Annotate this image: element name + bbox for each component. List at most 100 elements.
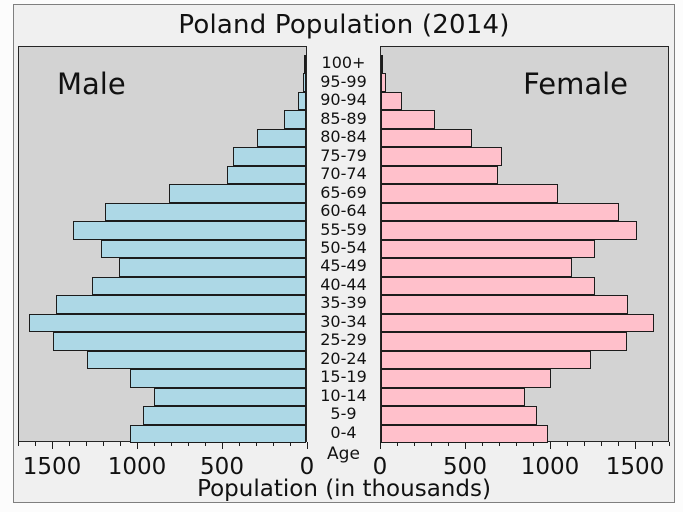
male-x-tick-label: 1000 bbox=[107, 454, 167, 480]
male-x-tick bbox=[69, 442, 70, 446]
female-bar-100+ bbox=[381, 55, 383, 74]
age-tick-label: 15-19 bbox=[320, 367, 367, 387]
male-bar-90-94 bbox=[298, 91, 306, 111]
male-panel: Male bbox=[18, 46, 307, 443]
male-x-tick bbox=[103, 442, 104, 446]
female-x-tick-label: 500 bbox=[443, 454, 487, 480]
male-x-tick bbox=[18, 442, 19, 446]
female-x-tick bbox=[584, 442, 585, 446]
male-bar-20-24 bbox=[86, 350, 306, 370]
age-tick-label: 35-39 bbox=[320, 293, 367, 313]
female-bar-50-54 bbox=[381, 239, 596, 259]
male-x-tick bbox=[86, 442, 87, 446]
female-bar-10-14 bbox=[381, 387, 526, 407]
male-x-tick bbox=[35, 442, 36, 446]
age-tick-label: 5-9 bbox=[330, 404, 357, 424]
age-tick-label: 60-64 bbox=[320, 201, 367, 221]
male-bars-layer bbox=[19, 55, 306, 443]
male-bar-100+ bbox=[304, 55, 306, 74]
female-x-tick bbox=[380, 442, 381, 449]
female-bar-95-99 bbox=[381, 73, 387, 92]
male-x-tick bbox=[171, 442, 172, 446]
male-x-tick bbox=[137, 442, 138, 449]
male-bar-15-19 bbox=[129, 369, 306, 388]
male-bar-10-14 bbox=[154, 387, 306, 407]
female-bar-40-44 bbox=[381, 276, 595, 296]
age-tick-label: 100+ bbox=[321, 53, 366, 73]
male-bar-80-84 bbox=[257, 128, 306, 148]
male-x-tick bbox=[120, 442, 121, 446]
age-tick-label: 20-24 bbox=[320, 348, 367, 368]
female-x-tick bbox=[567, 442, 568, 446]
male-bar-70-74 bbox=[226, 165, 306, 185]
male-series-label: Male bbox=[57, 67, 126, 101]
female-bar-35-39 bbox=[381, 295, 629, 314]
male-bar-75-79 bbox=[233, 147, 306, 166]
female-bar-60-64 bbox=[381, 202, 620, 222]
female-bars-layer bbox=[381, 55, 668, 443]
female-x-tick bbox=[414, 442, 415, 446]
female-bar-25-29 bbox=[381, 332, 628, 351]
male-x-tick-label: 500 bbox=[200, 454, 244, 480]
male-x-tick bbox=[256, 442, 257, 446]
male-x-tick bbox=[307, 442, 308, 449]
male-x-tick bbox=[205, 442, 206, 446]
female-x-tick bbox=[431, 442, 432, 446]
female-x-tick bbox=[499, 442, 500, 446]
age-tick-label: 55-59 bbox=[320, 219, 367, 239]
female-x-tick bbox=[601, 442, 602, 446]
male-x-tick bbox=[222, 442, 223, 449]
male-bar-95-99 bbox=[302, 73, 306, 92]
age-axis-title: Age bbox=[327, 444, 360, 464]
female-bar-75-79 bbox=[381, 147, 502, 166]
age-tick-label: 95-99 bbox=[320, 71, 367, 91]
female-bar-5-9 bbox=[381, 406, 538, 425]
female-x-tick-label: 1000 bbox=[520, 454, 580, 480]
male-bar-85-89 bbox=[284, 110, 306, 129]
age-tick-label: 40-44 bbox=[320, 274, 367, 294]
x-axis-label: Population (in thousands) bbox=[197, 476, 491, 502]
age-tick-label: 65-69 bbox=[320, 182, 367, 202]
male-bar-50-54 bbox=[100, 239, 306, 259]
male-x-tick bbox=[290, 442, 291, 446]
male-bar-5-9 bbox=[143, 406, 306, 425]
male-bar-40-44 bbox=[91, 276, 306, 296]
age-tick-label: 25-29 bbox=[320, 330, 367, 350]
female-series-label: Female bbox=[523, 67, 628, 101]
age-axis: 100+ 95-99 90-94 85-89 80-84 75-79 70-74 65-69 6… bbox=[307, 46, 380, 442]
age-tick-label: 80-84 bbox=[320, 127, 367, 147]
male-x-tick bbox=[52, 442, 53, 449]
age-tick-label: 10-14 bbox=[320, 385, 367, 405]
female-bar-85-89 bbox=[381, 110, 436, 129]
female-x-tick bbox=[482, 442, 483, 446]
male-x-tick-label: 1500 bbox=[22, 454, 82, 480]
female-bar-55-59 bbox=[381, 221, 637, 240]
female-x-tick bbox=[516, 442, 517, 446]
chart-title: Poland Population (2014) bbox=[178, 10, 510, 40]
female-bar-70-74 bbox=[381, 165, 499, 185]
female-bar-20-24 bbox=[381, 350, 592, 370]
female-x-tick bbox=[618, 442, 619, 446]
age-tick-label: 50-54 bbox=[320, 238, 367, 257]
female-x-tick bbox=[652, 442, 653, 446]
female-x-tick bbox=[533, 442, 534, 446]
female-x-tick bbox=[397, 442, 398, 446]
female-bar-80-84 bbox=[381, 128, 473, 148]
male-x-tick bbox=[154, 442, 155, 446]
male-bar-25-29 bbox=[52, 332, 306, 351]
male-x-tick bbox=[239, 442, 240, 446]
population-pyramid: Poland Population (2014) Male 100+ 95-99 9… bbox=[13, 4, 675, 503]
female-x-tick-label: 0 bbox=[372, 454, 388, 480]
female-x-tick bbox=[635, 442, 636, 449]
age-tick-label: 90-94 bbox=[320, 90, 367, 110]
age-tick-label: 85-89 bbox=[320, 108, 367, 128]
female-x-tick bbox=[448, 442, 449, 446]
female-x-tick bbox=[465, 442, 466, 449]
age-tick-label: 70-74 bbox=[320, 164, 367, 184]
male-bar-45-49 bbox=[119, 258, 306, 277]
male-x-tick bbox=[188, 442, 189, 446]
female-x-tick-label: 1500 bbox=[605, 454, 665, 480]
male-bar-35-39 bbox=[56, 295, 306, 314]
male-x-tick-label: 0 bbox=[299, 454, 315, 480]
male-bar-55-59 bbox=[73, 221, 306, 240]
